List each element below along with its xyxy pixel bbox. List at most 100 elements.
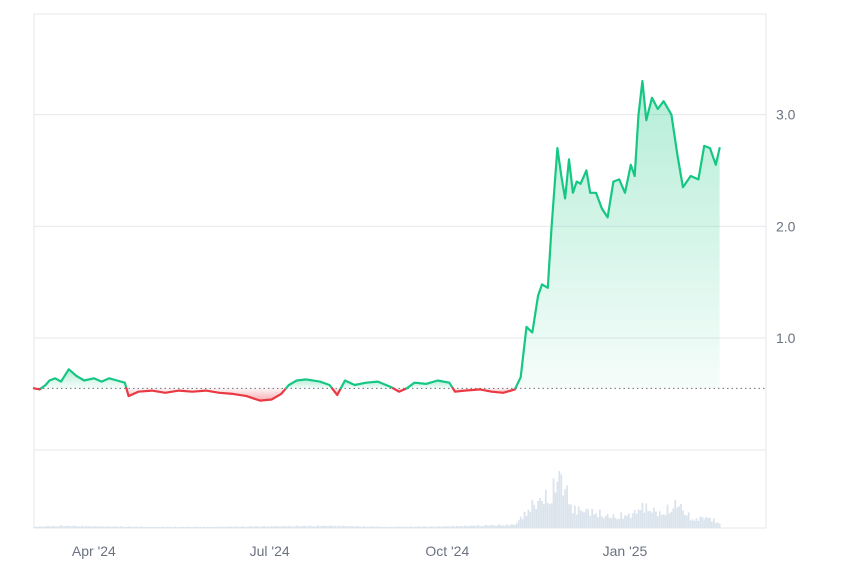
volume-bar	[658, 511, 661, 528]
volume-bar	[274, 526, 277, 528]
volume-bar	[357, 526, 360, 528]
volume-bar	[666, 504, 669, 528]
volume-bar	[158, 527, 161, 528]
volume-bar	[533, 504, 536, 528]
volume-bar	[353, 526, 356, 528]
volume-bar	[660, 514, 663, 528]
volume-bar	[143, 526, 145, 528]
volume-bar	[504, 525, 507, 528]
volume-bar	[330, 525, 333, 528]
volume-bar	[179, 527, 182, 528]
volume-bar	[291, 526, 294, 528]
volume-bar	[116, 526, 118, 528]
volume-bar	[309, 525, 312, 528]
volume-bar	[593, 514, 596, 528]
line-above-baseline	[284, 378, 334, 390]
volume-bar	[429, 526, 431, 528]
volume-bar	[235, 526, 238, 528]
volume-bar	[195, 526, 198, 528]
volume-bar	[85, 526, 88, 528]
volume-bar	[573, 505, 576, 528]
volume-bar	[436, 526, 439, 528]
volume-bar	[620, 512, 623, 528]
volume-bar	[261, 526, 263, 528]
volume-bar	[71, 526, 74, 528]
volume-bar	[614, 517, 617, 528]
volume-bar	[714, 522, 717, 528]
volume-bar	[320, 525, 323, 528]
volume-bar	[100, 526, 103, 528]
volume-bar	[65, 525, 68, 528]
volume-bar	[571, 513, 574, 528]
volume-bar	[89, 526, 91, 528]
volume-bar	[703, 519, 706, 528]
volume-bar	[552, 478, 555, 528]
volume-bar	[537, 500, 539, 528]
volume-bar	[315, 526, 317, 528]
volume-bar	[79, 526, 82, 528]
volume-bar	[434, 526, 437, 528]
volume-bar	[83, 526, 86, 528]
volume-bar	[363, 525, 366, 528]
y-axis-ticks: 1.0 2.0 3.0	[776, 107, 796, 346]
volume-bar	[488, 525, 491, 528]
volume-bar	[334, 525, 337, 528]
volume-bar	[75, 526, 78, 528]
volume-bar	[324, 525, 327, 528]
volume-bar	[301, 525, 304, 528]
volume-bar	[401, 526, 404, 528]
volume-bar	[332, 526, 335, 528]
volume-bar	[446, 526, 449, 528]
volume-bar	[512, 524, 514, 528]
volume-bar	[216, 526, 219, 528]
volume-bar	[508, 525, 511, 528]
volume-bar	[278, 526, 281, 528]
volume-bar	[147, 527, 149, 528]
volume-bar	[707, 517, 709, 528]
volume-bar	[461, 526, 464, 528]
volume-bar	[98, 526, 101, 528]
volume-bar	[257, 526, 259, 528]
volume-bar	[701, 516, 704, 528]
volume-bar	[226, 526, 229, 528]
volume-bar	[676, 507, 679, 528]
volume-bar	[626, 515, 628, 528]
volume-bar	[430, 526, 433, 528]
volume-bar	[305, 526, 308, 528]
volume-bar	[550, 503, 553, 528]
volume-bar	[483, 525, 485, 528]
volume-bar	[181, 526, 184, 528]
volume-bar	[177, 527, 180, 528]
volume-bar	[566, 485, 568, 528]
volume-bar	[711, 521, 713, 528]
volume-bar	[233, 526, 236, 528]
volume-bar	[289, 526, 292, 528]
volume-bar	[203, 526, 205, 528]
volume-bar	[452, 525, 455, 528]
area-above-baseline	[286, 379, 333, 389]
volume-bar	[475, 526, 478, 528]
volume-bar	[168, 526, 171, 528]
volume-bar	[44, 526, 47, 528]
volume-bar	[121, 526, 124, 528]
volume-bar	[682, 510, 684, 528]
volume-bar	[629, 517, 632, 528]
volume-bar	[313, 526, 315, 528]
volume-bar	[73, 525, 76, 528]
volume-bar	[286, 526, 288, 528]
volume-bar	[212, 526, 215, 528]
volume-bar	[249, 526, 252, 528]
volume-bar	[471, 525, 474, 528]
volume-bar	[106, 526, 109, 528]
volume-bar	[56, 526, 59, 528]
volume-bar	[523, 511, 526, 528]
volume-bar	[60, 525, 62, 528]
volume-bar	[120, 526, 122, 528]
volume-bar	[199, 526, 202, 528]
volume-bar	[345, 526, 348, 528]
volume-bar	[581, 511, 584, 528]
volume-bar	[587, 509, 590, 528]
volume-bar	[272, 526, 275, 528]
volume-bar	[54, 526, 57, 528]
volume-bar	[600, 516, 603, 528]
